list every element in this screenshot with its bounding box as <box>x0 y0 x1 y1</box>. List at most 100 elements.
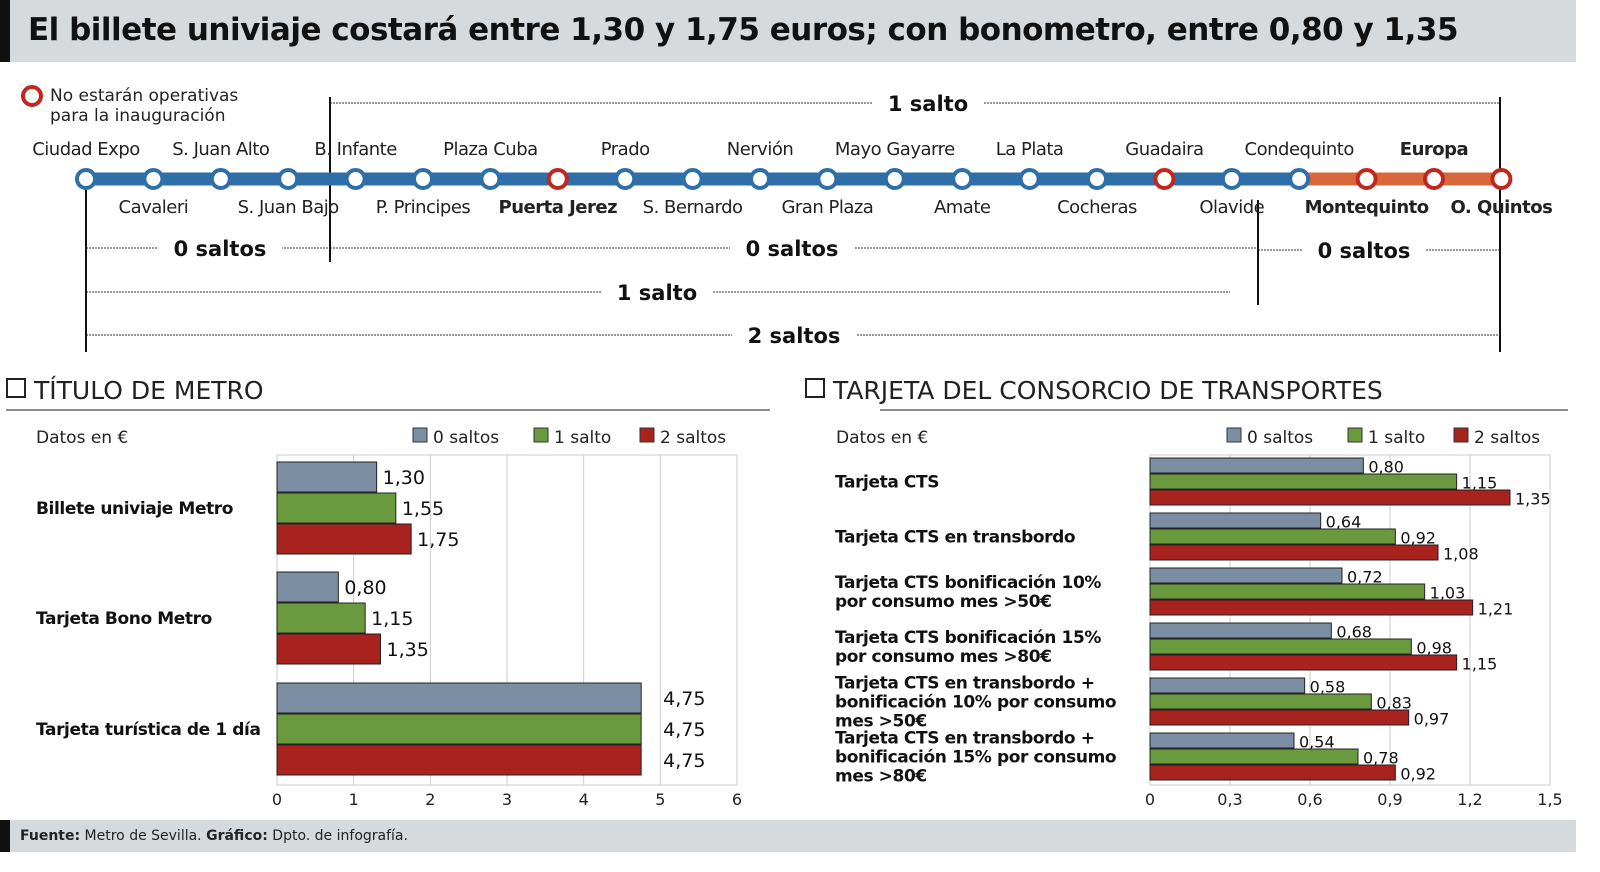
station-label: La Plata <box>996 139 1064 160</box>
station-label: Condequinto <box>1245 139 1355 160</box>
category-label: mes >80€ <box>835 767 927 787</box>
station-label: Europa <box>1400 139 1468 160</box>
x-tick-label: 0,6 <box>1297 790 1322 809</box>
station-label: Puerta Jerez <box>499 197 618 218</box>
legend-swatch <box>1226 427 1242 443</box>
closed-station-icon <box>1490 168 1513 190</box>
data-label: 4,75 <box>663 750 705 772</box>
units-note: Datos en € <box>36 428 128 448</box>
station-label: Mayo Gayarre <box>835 139 955 160</box>
data-label: 0,72 <box>1347 568 1383 587</box>
station-icon <box>277 168 300 190</box>
zone-label-bg <box>1302 240 1426 260</box>
bar <box>276 602 366 634</box>
x-tick-label: 5 <box>655 790 665 809</box>
bar <box>1149 638 1412 655</box>
station-label: Guadaira <box>1125 139 1203 160</box>
legend-label: 2 saltos <box>1474 428 1540 448</box>
station-label: S. Juan Bajo <box>238 197 340 218</box>
data-label: 0,80 <box>1368 458 1404 477</box>
x-tick-label: 1 <box>349 790 359 809</box>
category-label: bonificación 10% por consumo <box>835 693 1116 713</box>
x-tick-label: 0,3 <box>1217 790 1242 809</box>
zone-label: 0 saltos <box>1318 239 1411 263</box>
data-label: 1,21 <box>1478 600 1514 619</box>
footer: Fuente: Metro de Sevilla. Gráfico: Dpto.… <box>0 820 1576 852</box>
data-label: 4,75 <box>663 719 705 741</box>
legend-swatch <box>533 427 549 443</box>
data-label: 1,55 <box>402 498 444 520</box>
station-icon <box>209 168 232 190</box>
bar <box>1149 732 1295 749</box>
legend-swatch <box>1453 427 1469 443</box>
data-label: 0,80 <box>344 577 386 599</box>
station-icon <box>1086 168 1108 190</box>
bar <box>1149 677 1306 694</box>
station-label: Nervión <box>727 139 794 160</box>
data-label: 0,68 <box>1336 623 1372 642</box>
bar <box>1149 544 1439 561</box>
footer-credits: Fuente: Metro de Sevilla. Gráfico: Dpto.… <box>20 828 408 844</box>
legend-swatch <box>639 427 655 443</box>
bar <box>1149 709 1410 726</box>
station-label: S. Juan Alto <box>172 139 270 160</box>
closed-station-icon <box>1355 168 1378 190</box>
zone-label: 1 salto <box>617 281 697 305</box>
data-label: 0,92 <box>1400 765 1436 784</box>
zone-label-bg <box>158 238 282 258</box>
data-label: 4,75 <box>663 688 705 710</box>
section-title-metro: TÍTULO DE METRO <box>6 376 264 405</box>
data-label: 0,92 <box>1400 529 1436 548</box>
closed-station-icon <box>546 168 569 190</box>
x-tick-label: 0,9 <box>1377 790 1402 809</box>
bar <box>276 492 397 524</box>
category-label: Billete univiaje Metro <box>36 499 233 519</box>
section-title-text: TÍTULO DE METRO <box>34 376 264 405</box>
data-label: 1,03 <box>1430 584 1466 603</box>
data-label: 0,64 <box>1326 513 1362 532</box>
legend-label: 0 saltos <box>433 428 499 448</box>
station-icon <box>479 168 502 190</box>
station-label: Prado <box>601 139 650 160</box>
zone-label-bg <box>732 325 856 345</box>
zone-label: 0 saltos <box>746 237 839 261</box>
legend-text: No estarán operativas <box>50 86 238 106</box>
category-label: Tarjeta CTS en transbordo <box>835 528 1075 548</box>
data-label: 0,78 <box>1363 749 1399 768</box>
station-icon <box>681 168 704 190</box>
legend-text: para la inauguración <box>50 106 225 126</box>
bar <box>276 523 412 555</box>
bar <box>1149 599 1474 616</box>
data-label: 0,98 <box>1416 639 1452 658</box>
station-icon <box>75 168 97 190</box>
data-label: 0,83 <box>1376 694 1412 713</box>
bar <box>276 571 339 603</box>
bar <box>1149 457 1364 474</box>
zone-label: 1 salto <box>888 92 968 116</box>
data-label: 1,35 <box>387 639 429 661</box>
data-label: 0,54 <box>1299 733 1335 752</box>
data-label: 1,15 <box>1462 474 1498 493</box>
station-icon <box>816 168 839 190</box>
category-label: Tarjeta turística de 1 día <box>36 720 261 740</box>
station-label: Gran Plaza <box>781 197 873 218</box>
units-note: Datos en € <box>836 428 928 448</box>
station-icon <box>951 168 974 190</box>
square-icon <box>805 378 825 398</box>
station-icon <box>1220 168 1243 190</box>
station-label: Montequinto <box>1305 197 1429 218</box>
zone-label: 0 saltos <box>174 237 267 261</box>
bar <box>276 633 381 665</box>
bar <box>1149 583 1426 600</box>
x-tick-label: 6 <box>732 790 742 809</box>
category-label: por consumo mes >50€ <box>835 592 1052 612</box>
data-label: 1,15 <box>1462 655 1498 674</box>
station-icon <box>344 168 367 190</box>
category-label: mes >50€ <box>835 712 927 732</box>
station-icon <box>749 168 771 190</box>
station-label: Olavide <box>1199 197 1264 218</box>
station-label: P. Principes <box>376 197 471 218</box>
bar <box>1149 654 1458 671</box>
